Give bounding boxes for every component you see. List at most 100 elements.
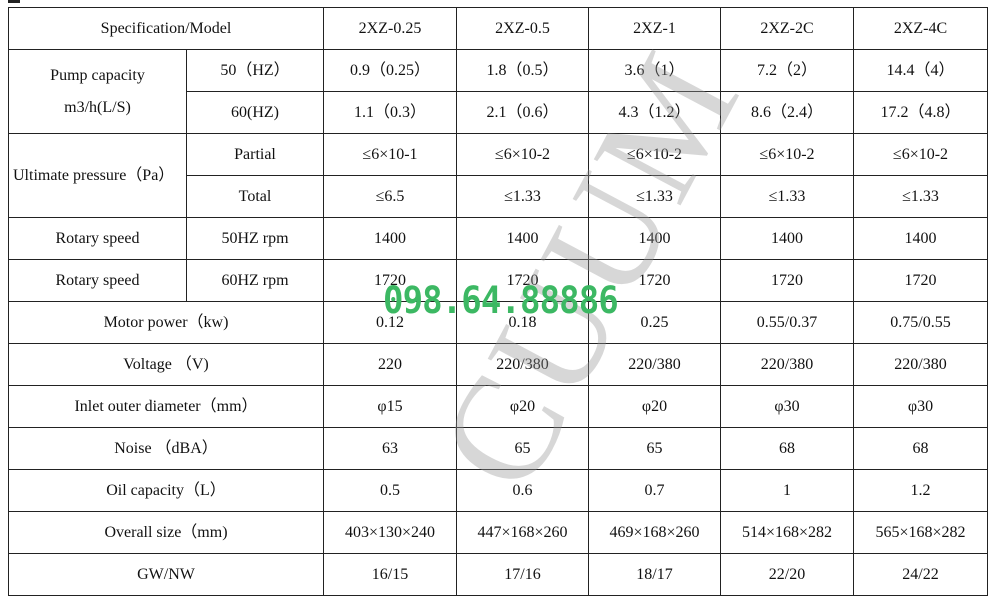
- value-cell: φ20: [456, 385, 589, 428]
- value-cell: φ30: [720, 385, 854, 428]
- row-label: Motor power（kw): [8, 301, 324, 344]
- value-cell: 0.9（0.25）: [323, 49, 457, 92]
- sub-label: Partial: [186, 133, 324, 176]
- value-cell: 65: [456, 427, 589, 470]
- value-cell: 2.1（0.6）: [456, 91, 589, 134]
- value-cell: 68: [720, 427, 854, 470]
- rotary-speed-label: Rotary speed: [8, 217, 187, 260]
- value-cell: ≤6.5: [323, 175, 457, 218]
- table-row: 60(HZ) 1.1（0.3） 2.1（0.6） 4.3（1.2） 8.6（2.4） 17…: [9, 91, 988, 134]
- table-row: Overall size（mm) 403×130×240 447×168×260 46…: [8, 511, 988, 554]
- value-cell: 469×168×260: [588, 511, 721, 554]
- value-cell: 0.55/0.37: [720, 301, 854, 344]
- table-row: Noise （dBA） 63 65 65 68 68: [8, 427, 988, 470]
- row-label: Overall size（mm): [8, 511, 324, 554]
- ultimate-pressure-label: Ultimate pressure（Pa）: [8, 133, 187, 218]
- value-cell: ≤6×10-2: [456, 133, 589, 176]
- value-cell: 1.2: [853, 469, 988, 512]
- value-cell: 1400: [456, 217, 589, 260]
- value-cell: 220/380: [588, 343, 721, 386]
- value-cell: 1720: [456, 259, 589, 302]
- value-cell: 220/380: [456, 343, 589, 386]
- table-row: Total ≤6.5 ≤1.33 ≤1.33 ≤1.33 ≤1.33: [9, 175, 988, 218]
- model-header: 2XZ-0.5: [456, 7, 589, 50]
- model-header: 2XZ-0.25: [323, 7, 457, 50]
- value-cell: 3.6（1）: [588, 49, 721, 92]
- value-cell: 68: [853, 427, 988, 470]
- table-row: Inlet outer diameter（mm） φ15 φ20 φ20 φ30 φ30: [8, 385, 988, 428]
- phone-number-overlay: 098.64.88886: [383, 279, 619, 322]
- value-cell: 14.4（4）: [853, 49, 988, 92]
- table-row: Motor power（kw) 0.12 0.18 0.25 0.55/0.37 0.75…: [8, 301, 988, 344]
- value-cell: 1400: [323, 217, 457, 260]
- page-edge-mark: [8, 0, 20, 3]
- spec-model-header: Specification/Model: [8, 7, 324, 50]
- value-cell: 1.8（0.5）: [456, 49, 589, 92]
- value-cell: 0.75/0.55: [853, 301, 988, 344]
- table-row: GW/NW 16/15 17/16 18/17 22/20 24/22: [8, 553, 988, 596]
- value-cell: 565×168×282: [853, 511, 988, 554]
- table-row: Pump capacity m3/h(L/S) 50（HZ） 0.9（0.25） 1.8…: [8, 49, 988, 134]
- value-cell: ≤6×10-2: [588, 133, 721, 176]
- sub-label: 60HZ rpm: [186, 259, 324, 302]
- value-cell: 220/380: [720, 343, 854, 386]
- value-cell: 24/22: [853, 553, 988, 596]
- value-cell: 220: [323, 343, 457, 386]
- model-header: 2XZ-2C: [720, 7, 854, 50]
- table-row: Rotary speed 50HZ rpm 1400 1400 1400 1400 1400: [8, 217, 988, 260]
- spec-table: Specification/Model 2XZ-0.25 2XZ-0.5 2XZ-1 2…: [8, 7, 988, 596]
- table-row: Voltage （V) 220 220/380 220/380 220/380 220/3…: [8, 343, 988, 386]
- table-row: Ultimate pressure（Pa） Partial ≤6×10-1 ≤6×10…: [8, 133, 988, 218]
- value-cell: 65: [588, 427, 721, 470]
- pump-capacity-label: Pump capacity m3/h(L/S): [8, 49, 187, 134]
- value-cell: 220/380: [853, 343, 988, 386]
- value-cell: 17.2（4.8）: [853, 91, 988, 134]
- value-cell: 1: [720, 469, 854, 512]
- value-cell: 1.1（0.3）: [323, 91, 457, 134]
- value-cell: 8.6（2.4）: [720, 91, 854, 134]
- sub-label: 60(HZ): [186, 91, 324, 134]
- table-row: Oil capacity（L） 0.5 0.6 0.7 1 1.2: [8, 469, 988, 512]
- row-label: Inlet outer diameter（mm）: [8, 385, 324, 428]
- value-cell: 514×168×282: [720, 511, 854, 554]
- sub-label: 50（HZ）: [186, 49, 324, 92]
- value-cell: ≤6×10-1: [323, 133, 457, 176]
- value-cell: 63: [323, 427, 457, 470]
- value-cell: ≤6×10-2: [720, 133, 854, 176]
- value-cell: ≤1.33: [853, 175, 988, 218]
- value-cell: 16/15: [323, 553, 457, 596]
- model-header: 2XZ-1: [588, 7, 721, 50]
- value-cell: φ15: [323, 385, 457, 428]
- value-cell: ≤1.33: [720, 175, 854, 218]
- row-label: Noise （dBA）: [8, 427, 324, 470]
- value-cell: 0.18: [456, 301, 589, 344]
- value-cell: φ30: [853, 385, 988, 428]
- value-cell: 17/16: [456, 553, 589, 596]
- value-cell: 1400: [720, 217, 854, 260]
- table-row: Specification/Model 2XZ-0.25 2XZ-0.5 2XZ-1 2…: [8, 7, 988, 50]
- model-header: 2XZ-4C: [853, 7, 988, 50]
- sub-label: 50HZ rpm: [186, 217, 324, 260]
- value-cell: φ20: [588, 385, 721, 428]
- pump-capacity-title: Pump capacity: [50, 66, 145, 84]
- rotary-speed-label: Rotary speed: [8, 259, 187, 302]
- value-cell: 1400: [853, 217, 988, 260]
- value-cell: 1400: [588, 217, 721, 260]
- value-cell: 0.6: [456, 469, 589, 512]
- row-label: Oil capacity（L）: [8, 469, 324, 512]
- value-cell: 1720: [853, 259, 988, 302]
- value-cell: 447×168×260: [456, 511, 589, 554]
- table-row: Rotary speed 60HZ rpm 1720 1720 1720 1720 1720: [8, 259, 988, 302]
- value-cell: 0.5: [323, 469, 457, 512]
- row-label: Voltage （V): [8, 343, 324, 386]
- value-cell: 403×130×240: [323, 511, 457, 554]
- value-cell: 22/20: [720, 553, 854, 596]
- value-cell: 7.2（2）: [720, 49, 854, 92]
- value-cell: 1720: [720, 259, 854, 302]
- value-cell: 0.12: [323, 301, 457, 344]
- value-cell: ≤1.33: [456, 175, 589, 218]
- value-cell: 4.3（1.2）: [588, 91, 721, 134]
- pump-capacity-unit: m3/h(L/S): [64, 98, 131, 116]
- value-cell: ≤1.33: [588, 175, 721, 218]
- value-cell: 1720: [323, 259, 457, 302]
